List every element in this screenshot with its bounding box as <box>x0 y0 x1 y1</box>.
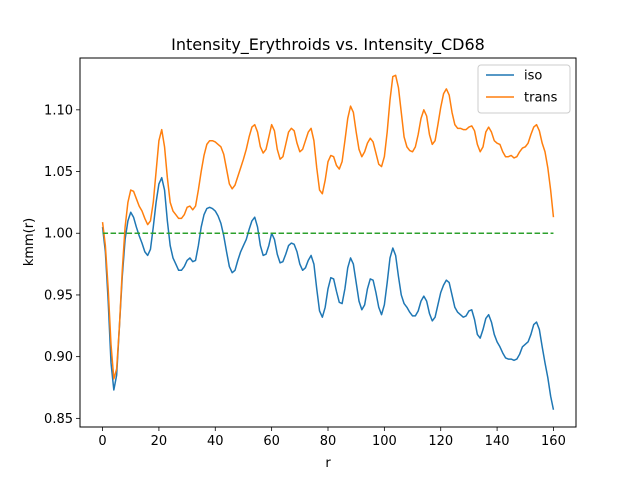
series-lines <box>101 74 555 410</box>
y-tick-label: 1.10 <box>44 103 73 118</box>
x-axis-label: r <box>325 456 331 471</box>
x-axis-ticks: 0 20 40 60 80 100 120 140 160 <box>98 427 566 449</box>
y-tick-label: 1.05 <box>44 165 73 180</box>
y-tick-label: 1.00 <box>44 227 73 242</box>
x-tick-label: 80 <box>320 434 337 449</box>
plot-frame <box>79 57 577 428</box>
x-tick-label: 20 <box>151 434 168 449</box>
y-tick-label: 0.85 <box>44 412 73 427</box>
legend-box <box>477 64 571 114</box>
x-tick-label: 60 <box>263 434 280 449</box>
x-tick-label: 160 <box>541 434 566 449</box>
series-line-trans <box>101 74 555 380</box>
x-tick-label: 140 <box>485 434 510 449</box>
x-tick-label: 0 <box>98 434 106 449</box>
legend-label-iso: iso <box>524 69 542 84</box>
chart-title: Intensity_Erythroids vs. Intensity_CD68 <box>171 35 485 55</box>
series-line-iso <box>101 176 555 410</box>
y-tick-label: 0.95 <box>44 288 73 303</box>
y-axis-label: kmm(r) <box>22 218 37 266</box>
legend: iso trans <box>477 64 571 114</box>
x-tick-label: 120 <box>428 434 453 449</box>
x-tick-label: 40 <box>207 434 224 449</box>
legend-label-trans: trans <box>524 91 558 106</box>
x-tick-label: 100 <box>372 434 397 449</box>
y-tick-label: 0.90 <box>44 350 73 365</box>
y-axis-ticks: 0.85 0.90 0.95 1.00 1.05 1.10 <box>44 103 80 427</box>
